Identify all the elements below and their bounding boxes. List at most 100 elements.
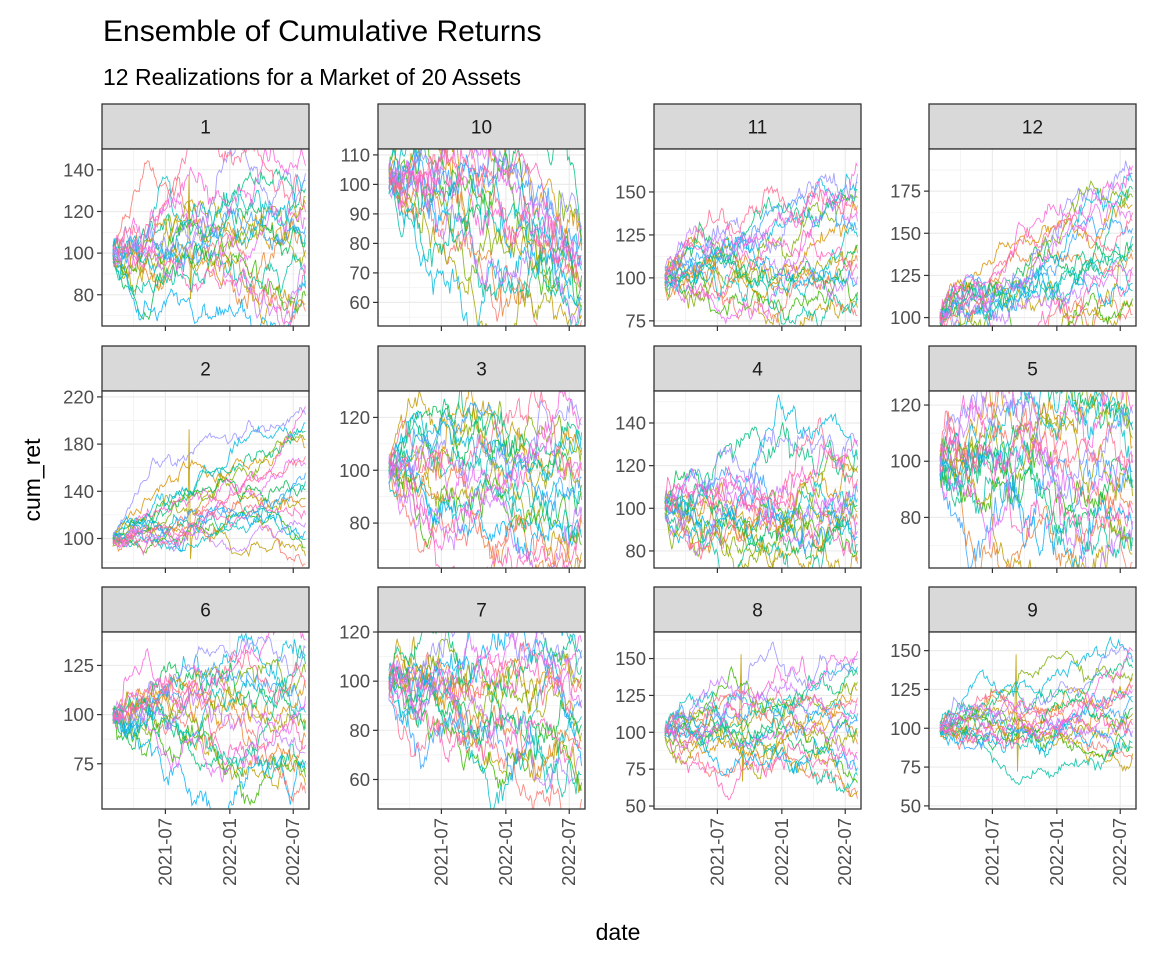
series-line bbox=[388, 632, 582, 698]
facet-strip-label: 6 bbox=[200, 601, 211, 622]
series-line bbox=[112, 406, 306, 535]
y-tick-label: 110 bbox=[341, 144, 371, 165]
y-tick-label: 140 bbox=[63, 481, 94, 502]
series-line bbox=[112, 206, 306, 267]
series-line bbox=[388, 632, 582, 724]
series-line bbox=[664, 189, 858, 325]
series-line bbox=[112, 661, 306, 751]
series-line bbox=[388, 666, 582, 763]
y-tick-label: 50 bbox=[625, 796, 646, 817]
series-line bbox=[388, 652, 582, 809]
panel-border bbox=[101, 148, 310, 327]
series-line bbox=[388, 471, 582, 568]
series-line bbox=[664, 236, 858, 293]
facet-strip-label: 11 bbox=[748, 118, 768, 139]
y-tick-label: 100 bbox=[890, 451, 921, 472]
series-line bbox=[939, 697, 1133, 745]
x-tick-label: 2021-07 bbox=[154, 818, 175, 886]
series-line bbox=[939, 682, 1133, 734]
series-line bbox=[112, 649, 306, 724]
series-line bbox=[939, 635, 1133, 735]
series-line bbox=[112, 435, 306, 544]
series-line bbox=[939, 655, 1133, 731]
series-line bbox=[939, 295, 1133, 326]
x-tick-label: 2022-01 bbox=[495, 818, 516, 886]
facet-strip bbox=[101, 586, 310, 633]
y-tick-label: 75 bbox=[625, 759, 646, 780]
series-line bbox=[112, 487, 306, 553]
y-tick-label: 100 bbox=[63, 243, 94, 264]
y-tick-label: 80 bbox=[73, 284, 94, 305]
y-tick-label: 100 bbox=[339, 671, 370, 692]
panel-border bbox=[377, 148, 586, 327]
facet-panel-7: 7 60 80 100 120 2021-07 2022-01 2022-07 bbox=[339, 586, 586, 886]
series-line bbox=[112, 160, 306, 324]
series-line bbox=[112, 430, 306, 547]
series-line bbox=[939, 279, 1133, 326]
panel-border bbox=[101, 631, 310, 810]
series-line bbox=[664, 663, 858, 750]
facet-strip bbox=[377, 586, 586, 633]
y-tick-label: 60 bbox=[349, 769, 370, 790]
series-line bbox=[664, 185, 858, 276]
series-group bbox=[388, 391, 582, 568]
series-line bbox=[664, 465, 858, 557]
y-tick-label: 75 bbox=[900, 757, 921, 778]
x-axis-title: date bbox=[596, 919, 641, 945]
series-line bbox=[112, 632, 306, 740]
facet-strip bbox=[377, 103, 586, 150]
series-line bbox=[112, 636, 306, 727]
series-line bbox=[388, 391, 582, 488]
series-group bbox=[112, 632, 306, 809]
facet-strip bbox=[653, 345, 862, 392]
x-tick-label: 2022-01 bbox=[1046, 818, 1067, 886]
series-line bbox=[112, 427, 306, 544]
series-line bbox=[112, 477, 306, 538]
series-line bbox=[664, 728, 858, 801]
panel-border bbox=[928, 148, 1137, 327]
series-line bbox=[112, 406, 306, 547]
series-group bbox=[664, 161, 858, 326]
series-line bbox=[112, 422, 306, 543]
series-line bbox=[939, 728, 1133, 786]
panel-border bbox=[653, 631, 862, 810]
series-line bbox=[939, 690, 1133, 759]
series-line bbox=[939, 709, 1133, 750]
series-line bbox=[664, 684, 858, 760]
series-line bbox=[664, 465, 858, 554]
facet-strip-label: 5 bbox=[1027, 360, 1038, 381]
series-group bbox=[664, 394, 858, 568]
series-line bbox=[388, 660, 582, 782]
series-line bbox=[388, 460, 582, 548]
series-line bbox=[664, 703, 858, 750]
series-line bbox=[112, 675, 306, 766]
y-tick-label: 80 bbox=[900, 507, 921, 528]
y-tick-label: 100 bbox=[615, 722, 646, 743]
panel-border bbox=[928, 631, 1137, 810]
y-tick-label: 100 bbox=[615, 498, 646, 519]
y-tick-label: 50 bbox=[900, 795, 921, 816]
y-axis-title: cum_ret bbox=[19, 438, 45, 522]
y-tick-label: 150 bbox=[890, 640, 921, 661]
series-line bbox=[112, 679, 306, 773]
series-line bbox=[112, 219, 306, 310]
series-line bbox=[664, 665, 858, 784]
facet-strip-label: 10 bbox=[471, 118, 492, 139]
facet-strip bbox=[377, 345, 586, 392]
series-line bbox=[939, 644, 1133, 727]
series-line bbox=[388, 166, 582, 326]
y-tick-label: 125 bbox=[63, 655, 94, 676]
facet-strip bbox=[653, 103, 862, 150]
series-line bbox=[112, 234, 306, 326]
series-line bbox=[388, 160, 582, 324]
facet-panel-11: 11 75 100 125 150 bbox=[615, 103, 862, 331]
facet-strip-label: 12 bbox=[1022, 118, 1043, 139]
series-line bbox=[388, 149, 582, 251]
facet-strip-label: 2 bbox=[200, 360, 211, 381]
series-line bbox=[388, 456, 582, 568]
y-tick-label: 125 bbox=[890, 679, 921, 700]
x-tick-label: 2022-07 bbox=[558, 818, 579, 886]
series-line bbox=[939, 267, 1133, 326]
facet-strip-label: 3 bbox=[476, 360, 487, 381]
facet-strip-label: 9 bbox=[1027, 601, 1038, 622]
